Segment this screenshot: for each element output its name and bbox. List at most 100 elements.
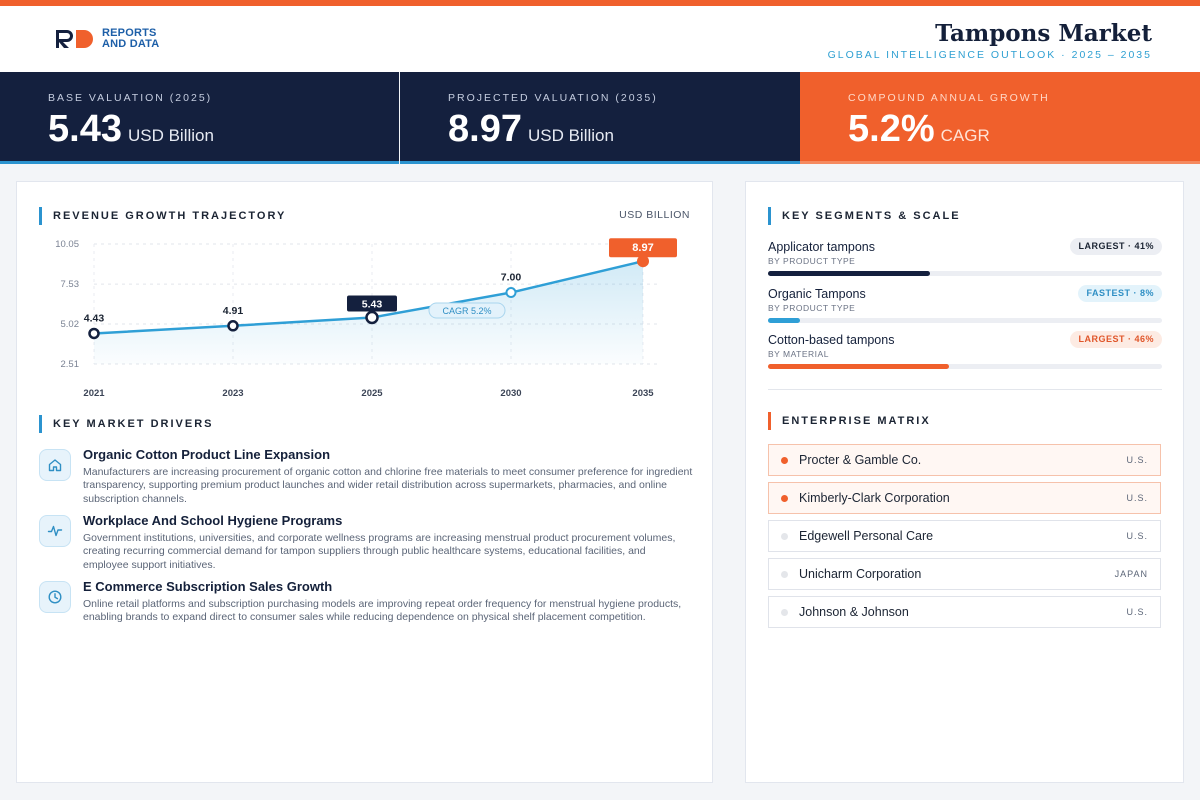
segment-name: Cotton-based tampons bbox=[768, 333, 895, 347]
segment-name: Organic Tampons bbox=[768, 287, 866, 301]
y-tick-label: 7.53 bbox=[61, 279, 80, 290]
kpi-label: COMPOUND ANNUAL GROWTH bbox=[848, 92, 1050, 104]
kpi-number: 5.2% bbox=[848, 108, 935, 150]
enterprise-row[interactable]: Kimberly-Clark Corporation U.S. bbox=[768, 482, 1161, 514]
data-label: 7.00 bbox=[501, 272, 522, 284]
segment-bar-fill bbox=[768, 364, 950, 369]
section-divider bbox=[768, 389, 1162, 390]
segment-badge: FASTEST · 8% bbox=[1078, 285, 1162, 302]
enterprise-country: U.S. bbox=[1126, 607, 1148, 617]
data-label: 4.43 bbox=[84, 312, 105, 324]
segment-bar-track bbox=[768, 271, 1162, 276]
logo-mark bbox=[54, 28, 98, 50]
kpi-projected-valuation: PROJECTED VALUATION (2035) 8.97 USD Billi… bbox=[400, 72, 800, 164]
logo-line-2: AND DATA bbox=[102, 38, 160, 50]
data-point bbox=[365, 310, 379, 325]
status-dot bbox=[781, 571, 788, 578]
kpi-label: BASE VALUATION (2025) bbox=[48, 92, 213, 104]
status-dot bbox=[781, 533, 788, 540]
segment-category: BY PRODUCT TYPE bbox=[768, 256, 856, 266]
segment-category: BY MATERIAL bbox=[768, 349, 829, 359]
page-title: Tampons Market bbox=[935, 20, 1152, 47]
x-tick-label: 2021 bbox=[83, 388, 105, 399]
cagr-annotation: CAGR 5.2% bbox=[442, 306, 491, 316]
clock-icon bbox=[39, 581, 71, 613]
data-point bbox=[505, 287, 517, 299]
driver-description: Manufacturers are increasing procurement… bbox=[83, 466, 693, 505]
kpi-value: 5.2% CAGR bbox=[848, 108, 990, 151]
enterprise-row[interactable]: Johnson & Johnson U.S. bbox=[768, 596, 1161, 628]
data-point bbox=[88, 327, 100, 340]
enterprise-name: Johnson & Johnson bbox=[799, 605, 909, 619]
segment-category: BY PRODUCT TYPE bbox=[768, 303, 856, 313]
kpi-number: 8.97 bbox=[448, 108, 522, 150]
segment-badge: LARGEST · 46% bbox=[1070, 331, 1162, 348]
top-accent-bar bbox=[0, 0, 1200, 6]
enterprise-section-title: ENTERPRISE MATRIX bbox=[768, 412, 931, 430]
enterprise-name: Procter & Gamble Co. bbox=[799, 453, 922, 467]
segment-bar-fill bbox=[768, 318, 800, 323]
enterprise-row[interactable]: Unicharm Corporation JAPAN bbox=[768, 558, 1161, 590]
y-tick-label: 2.51 bbox=[61, 359, 80, 370]
kpi-unit: USD Billion bbox=[527, 126, 614, 145]
logo: REPORTS AND DATA bbox=[54, 28, 159, 50]
kpi-value: 5.43 USD Billion bbox=[48, 108, 214, 151]
kpi-base-valuation: BASE VALUATION (2025) 5.43 USD Billion bbox=[0, 72, 399, 164]
status-dot bbox=[781, 457, 788, 464]
kpi-strip: BASE VALUATION (2025) 5.43 USD Billion PR… bbox=[0, 72, 1200, 164]
value-label-box bbox=[609, 238, 677, 258]
driver-title: E Commerce Subscription Sales Growth bbox=[83, 579, 333, 594]
data-label: 5.43 bbox=[362, 299, 383, 311]
kpi-number: 5.43 bbox=[48, 108, 122, 150]
logo-text: REPORTS AND DATA bbox=[102, 28, 159, 50]
header: REPORTS AND DATA Tampons Market GLOBAL I… bbox=[0, 6, 1200, 72]
cagr-annotation-pill bbox=[428, 302, 506, 319]
enterprise-country: U.S. bbox=[1126, 493, 1148, 503]
logo-line-1: REPORTS bbox=[102, 27, 157, 39]
segment-bar-track bbox=[768, 364, 1162, 369]
kpi-label: PROJECTED VALUATION (2035) bbox=[448, 92, 658, 104]
segment-bar-track bbox=[768, 318, 1162, 323]
enterprise-country: JAPAN bbox=[1114, 569, 1148, 579]
enterprise-country: U.S. bbox=[1126, 455, 1148, 465]
driver-title: Organic Cotton Product Line Expansion bbox=[83, 447, 331, 462]
enterprise-name: Unicharm Corporation bbox=[799, 567, 922, 581]
enterprise-row[interactable]: Edgewell Personal Care U.S. bbox=[768, 520, 1161, 552]
area-fill bbox=[94, 261, 643, 364]
enterprise-row[interactable]: Procter & Gamble Co. U.S. bbox=[768, 444, 1161, 476]
right-panel: KEY SEGMENTS & SCALE Applicator tampons … bbox=[745, 181, 1184, 783]
segment-badge: LARGEST · 41% bbox=[1070, 238, 1162, 255]
segment-bar-fill bbox=[768, 271, 930, 276]
value-label-box bbox=[347, 295, 397, 312]
y-tick-label: 10.05 bbox=[55, 239, 79, 250]
segments-section-title: KEY SEGMENTS & SCALE bbox=[768, 207, 961, 225]
kpi-value: 8.97 USD Billion bbox=[448, 108, 614, 151]
x-tick-label: 2023 bbox=[222, 388, 243, 399]
page-subtitle: GLOBAL INTELLIGENCE OUTLOOK · 2025 – 203… bbox=[827, 49, 1152, 61]
chart-section-title: REVENUE GROWTH TRAJECTORY bbox=[39, 207, 286, 225]
chart-unit-label: USD BILLION bbox=[619, 209, 690, 221]
enterprise-name: Edgewell Personal Care bbox=[799, 529, 934, 543]
driver-description: Online retail platforms and subscription… bbox=[83, 598, 682, 624]
status-dot bbox=[781, 495, 788, 502]
data-label: 4.91 bbox=[223, 305, 244, 317]
enterprise-country: U.S. bbox=[1126, 531, 1148, 541]
kpi-unit: USD Billion bbox=[127, 126, 214, 145]
drivers-section-title: KEY MARKET DRIVERS bbox=[39, 415, 213, 433]
revenue-chart: 2.51 5.02 7.53 10.05 2021 2023 2025 2030 2035 CAG… bbox=[55, 238, 677, 399]
status-dot bbox=[781, 609, 788, 616]
kpi-unit: CAGR bbox=[940, 126, 990, 145]
driver-title: Workplace And School Hygiene Programs bbox=[83, 513, 343, 528]
segment-name: Applicator tampons bbox=[768, 240, 876, 254]
x-tick-label: 2025 bbox=[361, 388, 383, 399]
pulse-icon bbox=[39, 515, 71, 547]
data-point bbox=[637, 255, 649, 268]
data-point bbox=[227, 320, 239, 332]
x-tick-label: 2035 bbox=[632, 388, 654, 399]
left-panel: REVENUE GROWTH TRAJECTORY USD BILLION 2.… bbox=[16, 181, 713, 783]
x-tick-label: 2030 bbox=[500, 388, 521, 399]
data-label: 8.97 bbox=[632, 242, 653, 254]
y-tick-label: 5.02 bbox=[61, 319, 80, 330]
kpi-cagr: COMPOUND ANNUAL GROWTH 5.2% CAGR bbox=[800, 72, 1200, 164]
home-icon bbox=[39, 449, 71, 481]
